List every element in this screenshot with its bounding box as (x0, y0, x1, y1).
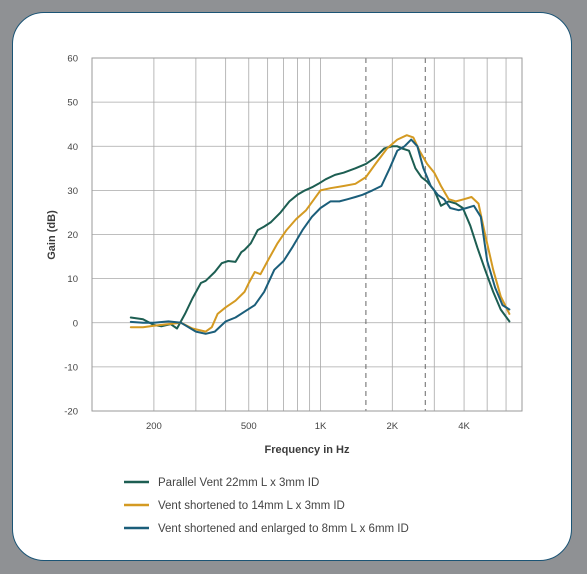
series-line-1 (129, 145, 511, 330)
y-tick-label: -10 (64, 362, 78, 373)
series-line-3 (129, 138, 511, 335)
x-tick-labels: 200 500 1K 2K 4K (146, 421, 471, 432)
legend-label-3: Vent shortened and enlarged to 8mm L x 6… (158, 523, 409, 535)
legend-label-2: Vent shortened to 14mm L x 3mm ID (158, 500, 345, 512)
legend: Parallel Vent 22mm L x 3mm ID Vent shorte… (124, 477, 409, 535)
plot-border (91, 57, 523, 412)
x-tick-label: 2K (386, 421, 398, 432)
grid (92, 57, 522, 412)
y-tick-label: 0 (73, 318, 78, 329)
x-tick-label: 4K (458, 421, 470, 432)
x-axis-title: Frequency in Hz (265, 444, 350, 456)
y-tick-labels: -20 -10 0 10 20 30 40 50 60 (64, 54, 78, 418)
series-lines (129, 134, 511, 335)
y-tick-label: 60 (67, 54, 78, 65)
reference-lines (365, 58, 426, 411)
y-tick-label: -20 (64, 407, 78, 418)
y-tick-label: 50 (67, 98, 78, 109)
y-tick-label: 20 (67, 230, 78, 241)
y-axis-title: Gain (dB) (46, 210, 58, 260)
x-tick-label: 500 (241, 421, 257, 432)
x-tick-label: 200 (146, 421, 162, 432)
y-tick-label: 10 (67, 274, 78, 285)
series-line-2 (129, 134, 511, 333)
y-tick-label: 30 (67, 186, 78, 197)
y-tick-label: 40 (67, 142, 78, 153)
chart-card (12, 12, 572, 561)
x-tick-label: 1K (315, 421, 327, 432)
legend-label-1: Parallel Vent 22mm L x 3mm ID (158, 477, 319, 489)
